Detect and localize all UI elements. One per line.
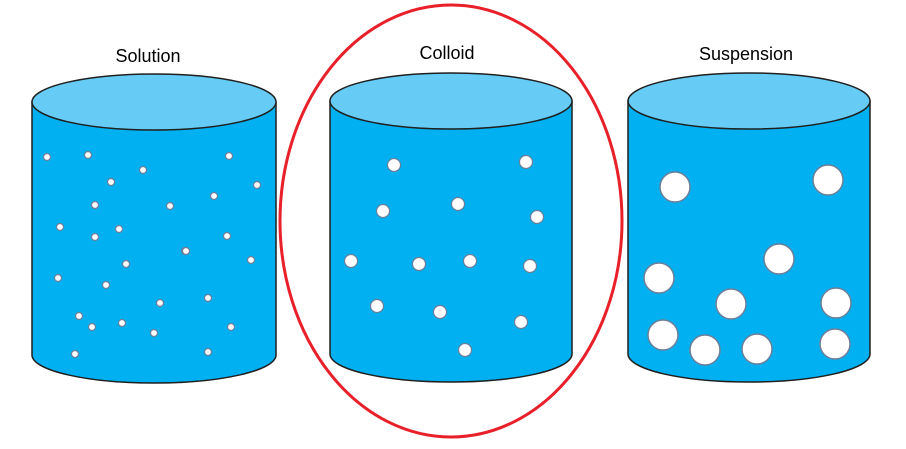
solution-particle xyxy=(116,226,123,233)
colloid-particle xyxy=(452,198,465,211)
colloid-particle xyxy=(371,300,384,313)
suspension-particle xyxy=(820,329,850,359)
solution-particle xyxy=(92,234,99,241)
suspension-particle xyxy=(764,244,794,274)
solution-particle xyxy=(55,275,62,282)
solution-particle xyxy=(224,233,231,240)
suspension-particle xyxy=(644,263,674,293)
solution-particle xyxy=(108,179,115,186)
solution-particle xyxy=(157,300,164,307)
solution-particle xyxy=(103,282,110,289)
suspension-cylinder-top xyxy=(628,73,870,129)
solution-particle xyxy=(123,261,130,268)
solution-particle xyxy=(205,295,212,302)
colloid-container xyxy=(330,73,572,382)
solution-particle xyxy=(228,324,235,331)
colloid-particle xyxy=(377,205,390,218)
solution-container xyxy=(32,74,276,383)
solution-particle xyxy=(92,202,99,209)
suspension-label: Suspension xyxy=(666,44,826,65)
colloid-particle xyxy=(413,258,426,271)
solution-particle xyxy=(226,153,233,160)
solution-particle xyxy=(72,351,79,358)
solution-particle xyxy=(254,182,261,189)
colloid-particle xyxy=(459,344,472,357)
colloid-particle xyxy=(388,159,401,172)
solution-particle xyxy=(76,313,83,320)
suspension-particle xyxy=(716,289,746,319)
solution-particle xyxy=(89,324,96,331)
colloid-particle xyxy=(345,255,358,268)
colloid-particle xyxy=(520,156,533,169)
solution-particle xyxy=(57,224,64,231)
solution-label: Solution xyxy=(68,46,228,67)
colloid-particle xyxy=(464,255,477,268)
suspension-particle xyxy=(813,165,843,195)
solution-particle xyxy=(85,152,92,159)
colloid-particle xyxy=(524,260,537,273)
suspension-particle xyxy=(660,172,690,202)
solution-particle xyxy=(140,167,147,174)
suspension-particle xyxy=(742,334,772,364)
suspension-particle xyxy=(648,320,678,350)
suspension-container xyxy=(628,73,870,382)
solution-particle xyxy=(44,154,51,161)
solution-cylinder-top xyxy=(32,74,276,130)
solution-particle xyxy=(119,320,126,327)
colloid-label: Colloid xyxy=(367,43,527,64)
solution-cylinder-body xyxy=(32,102,276,383)
colloid-particle xyxy=(531,211,544,224)
solution-particle xyxy=(211,193,218,200)
colloid-cylinder-body xyxy=(330,101,572,382)
solution-particle xyxy=(167,203,174,210)
colloid-particle xyxy=(515,316,528,329)
suspension-particle xyxy=(821,288,851,318)
colloid-cylinder-top xyxy=(330,73,572,129)
solution-particle xyxy=(205,349,212,356)
suspension-particle xyxy=(690,335,720,365)
colloid-particle xyxy=(434,306,447,319)
solution-particle xyxy=(183,248,190,255)
solution-particle xyxy=(151,330,158,337)
solution-particle xyxy=(248,257,255,264)
